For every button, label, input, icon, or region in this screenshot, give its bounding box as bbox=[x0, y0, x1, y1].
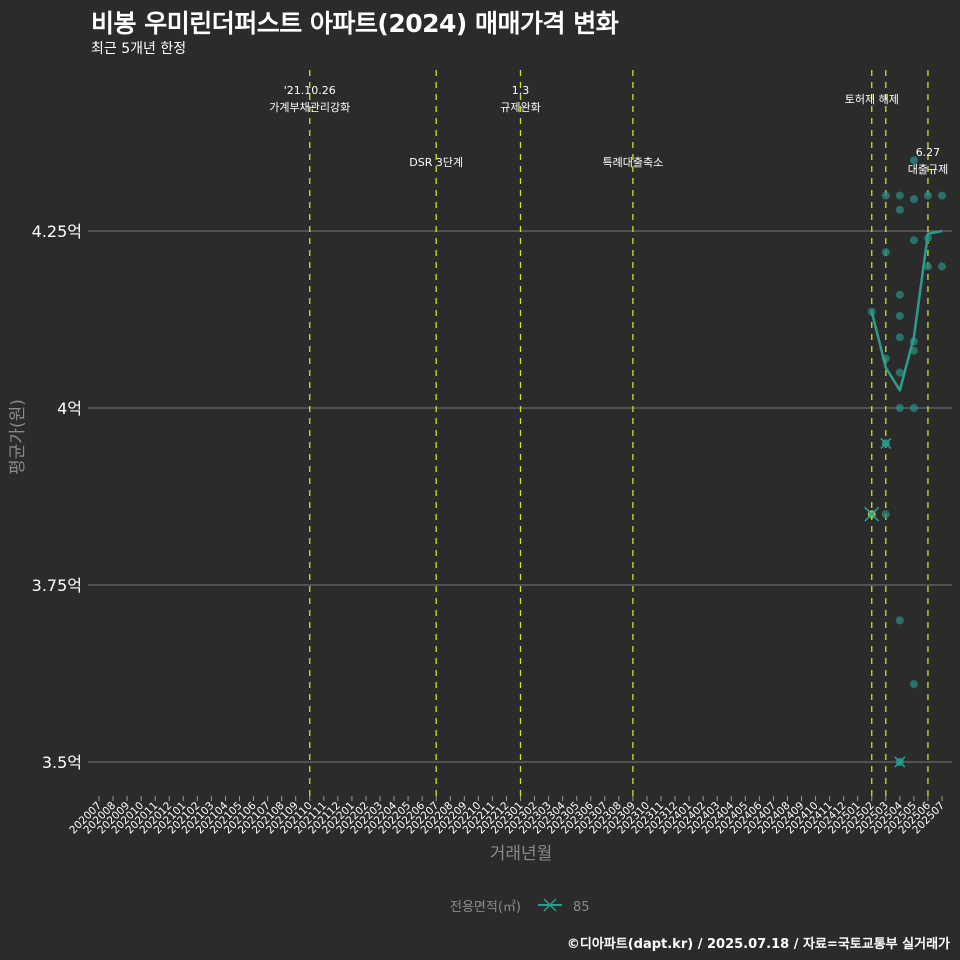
y-tick-label: 3.75억 bbox=[32, 576, 82, 595]
policy-event-lines bbox=[309, 70, 929, 796]
transaction-point bbox=[909, 680, 918, 689]
transaction-points bbox=[867, 156, 946, 689]
transaction-point bbox=[895, 311, 904, 320]
y-tick-label: 4.25억 bbox=[32, 222, 82, 241]
transaction-point bbox=[938, 262, 946, 271]
transaction-point bbox=[895, 404, 904, 412]
extreme-markers bbox=[864, 437, 906, 768]
transaction-point bbox=[909, 404, 918, 412]
extreme-x-marker bbox=[864, 506, 880, 522]
legend-entry-85: 85 bbox=[573, 900, 590, 915]
legend-title: 전용면적(㎡) bbox=[450, 900, 521, 915]
mean-line bbox=[870, 229, 943, 392]
transaction-point bbox=[895, 191, 904, 200]
transaction-point bbox=[909, 236, 918, 245]
y-tick-label: 4억 bbox=[57, 399, 82, 418]
source-credit: ©디아파트(dapt.kr) / 2025.07.18 / 자료=국토교통부 실… bbox=[566, 937, 950, 952]
transaction-point bbox=[909, 195, 918, 204]
transaction-point bbox=[895, 368, 904, 377]
transaction-point bbox=[895, 290, 904, 299]
y-axis-ticks: 3.5억 3.75억 4억 4.25억 bbox=[32, 222, 82, 772]
y-tick-label: 3.5억 bbox=[42, 753, 82, 772]
transaction-point bbox=[881, 510, 890, 519]
transaction-point bbox=[909, 156, 918, 165]
chart-subtitle: 최근 5개년 한정 bbox=[91, 41, 187, 57]
event-annotation: DSR 3단계 bbox=[409, 156, 463, 169]
event-annotation: '21.10.26 bbox=[284, 84, 336, 97]
transaction-point bbox=[881, 248, 890, 257]
event-annotation: 1.3 bbox=[512, 84, 530, 97]
x-axis-ticks: 2020072020082020092020102020112020122021… bbox=[67, 796, 947, 836]
transaction-point bbox=[895, 333, 904, 342]
transaction-point bbox=[895, 205, 904, 214]
transaction-point bbox=[923, 191, 932, 200]
mean-price-line bbox=[870, 229, 943, 392]
transaction-point bbox=[881, 191, 890, 200]
event-annotation: 6.27 bbox=[916, 146, 941, 159]
transaction-point bbox=[923, 262, 932, 271]
transaction-point bbox=[938, 191, 946, 200]
y-axis-title: 평균가(원) bbox=[8, 399, 28, 475]
extreme-x-marker bbox=[894, 756, 906, 768]
legend-key-icon bbox=[538, 898, 562, 912]
extreme-x-marker bbox=[880, 437, 892, 449]
legend: 전용면적(㎡) 85 bbox=[450, 898, 590, 915]
event-annotation: 토허제 해제 bbox=[845, 92, 899, 106]
chart-title: 비봉 우미린더퍼스트 아파트(2024) 매매가격 변화 bbox=[91, 9, 619, 38]
x-axis-title: 거래년월 bbox=[490, 844, 553, 864]
event-annotation: 대출규제 bbox=[908, 163, 948, 176]
y-gridlines bbox=[88, 230, 952, 763]
event-annotation: 규제완화 bbox=[500, 101, 540, 114]
transaction-point bbox=[895, 616, 904, 625]
event-annotation: 가계부채관리강화 bbox=[269, 101, 350, 114]
event-annotation: 특례대출축소 bbox=[603, 156, 664, 169]
